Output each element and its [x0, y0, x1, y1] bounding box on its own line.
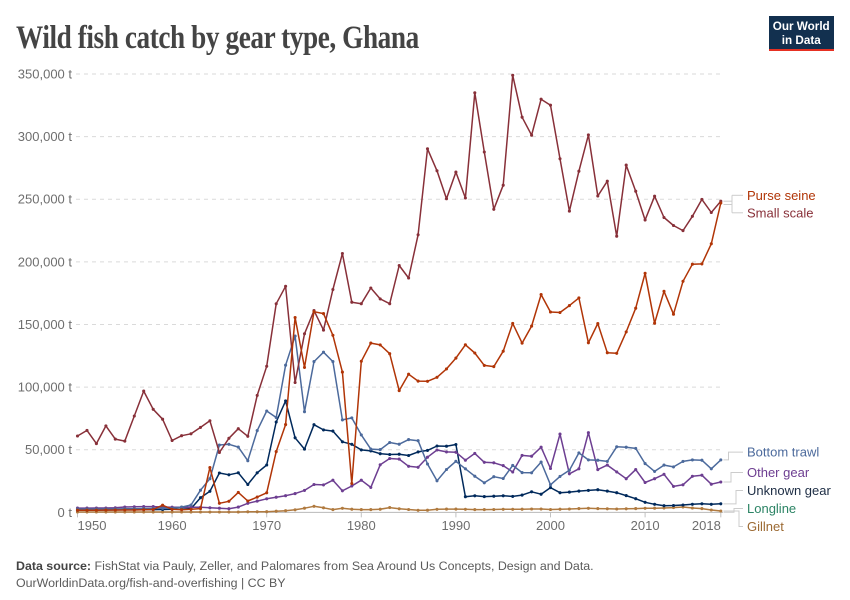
svg-text:Gillnet: Gillnet: [747, 519, 784, 534]
svg-text:0 t: 0 t: [58, 505, 73, 520]
svg-text:200,000 t: 200,000 t: [18, 254, 73, 269]
svg-text:100,000 t: 100,000 t: [18, 380, 73, 395]
svg-text:Longline: Longline: [747, 501, 796, 516]
svg-text:1960: 1960: [158, 518, 187, 533]
svg-text:1970: 1970: [252, 518, 281, 533]
svg-text:Other gear: Other gear: [747, 465, 810, 480]
svg-text:150,000 t: 150,000 t: [18, 317, 73, 332]
svg-text:Small scale: Small scale: [747, 205, 813, 220]
svg-text:2018: 2018: [692, 518, 721, 533]
svg-text:1950: 1950: [78, 518, 107, 533]
svg-text:2010: 2010: [631, 518, 660, 533]
svg-text:Purse seine: Purse seine: [747, 188, 816, 203]
svg-text:1990: 1990: [441, 518, 470, 533]
svg-text:Unknown gear: Unknown gear: [747, 483, 831, 498]
svg-text:1980: 1980: [347, 518, 376, 533]
svg-text:50,000 t: 50,000 t: [25, 442, 72, 457]
svg-text:Bottom trawl: Bottom trawl: [747, 445, 819, 460]
svg-text:250,000 t: 250,000 t: [18, 192, 73, 207]
svg-text:2000: 2000: [536, 518, 565, 533]
svg-text:350,000 t: 350,000 t: [18, 67, 73, 82]
svg-text:300,000 t: 300,000 t: [18, 129, 73, 144]
